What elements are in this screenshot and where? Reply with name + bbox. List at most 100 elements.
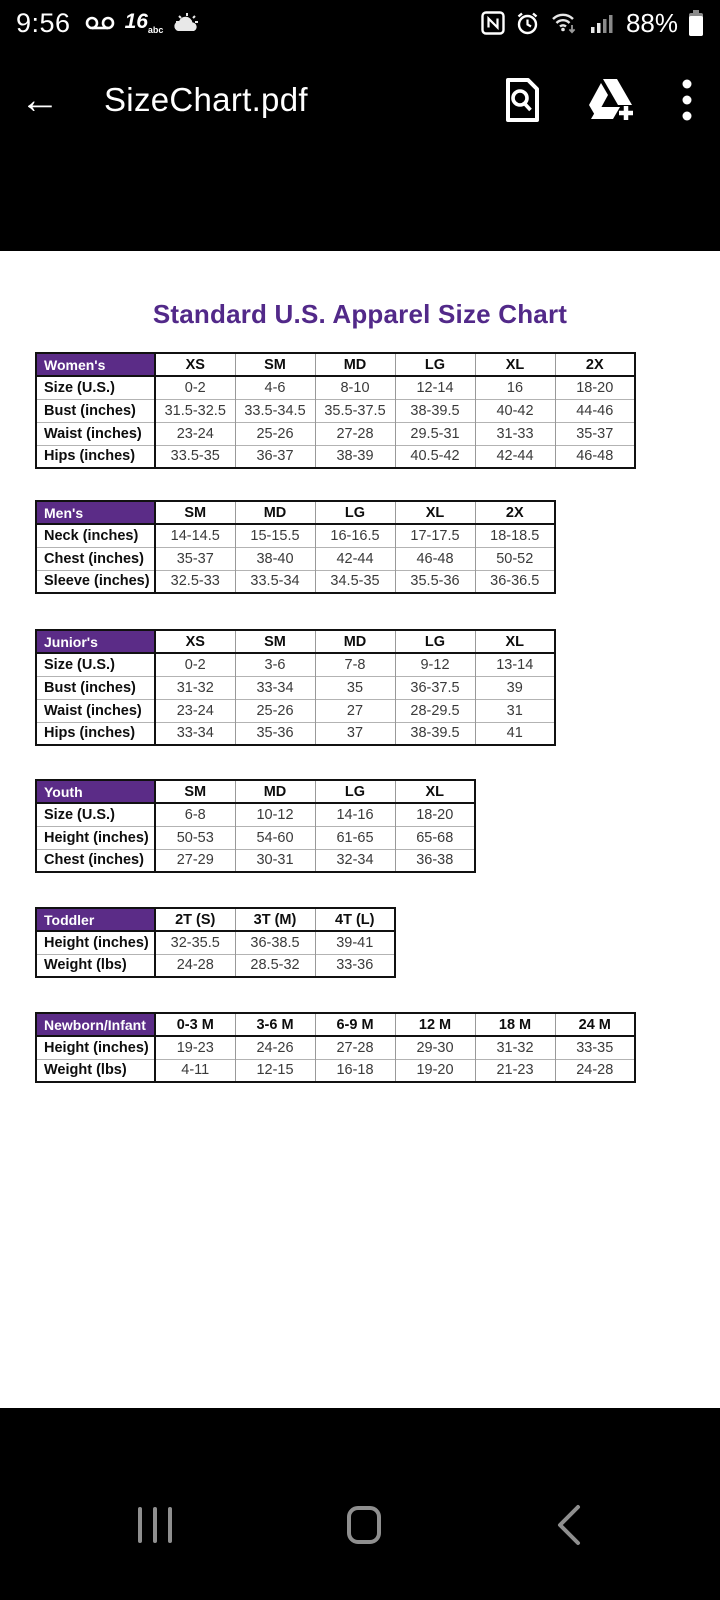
table-cell: 31-32: [474, 1035, 555, 1059]
table-cell: 28.5-32: [234, 953, 315, 977]
table-cell: 42-44: [474, 444, 555, 468]
column-header: SM: [154, 501, 235, 525]
table-cell: 32.5-33: [154, 569, 235, 593]
table-cell: 61-65: [314, 825, 395, 849]
table-row: Weight (lbs) 24-28 28.5-32 33-36: [36, 953, 395, 977]
table-cell: 38-39.5: [394, 721, 475, 745]
column-header: XS: [154, 353, 235, 377]
nfc-icon: [481, 11, 505, 35]
column-header: MD: [314, 353, 395, 377]
alarm-icon: [515, 11, 540, 36]
column-header: XL: [394, 780, 475, 804]
table-row: Neck (inches) 14-14.5 15-15.5 16-16.5 17-17.…: [36, 523, 555, 547]
table-cell: 8-10: [314, 375, 395, 399]
pdf-page[interactable]: Standard U.S. Apparel Size Chart Women's…: [0, 251, 720, 1408]
table-cell: 35: [314, 675, 395, 699]
table-cell: 38-40: [234, 546, 315, 570]
table-row: Bust (inches) 31-32 33-34 35 36-37.5 39: [36, 675, 555, 699]
table-cell: 31: [474, 698, 555, 722]
size-table: Junior's XS SM MD LG XL Size (U.S.) 0-2 3-6 7-8 9-…: [35, 629, 556, 746]
table-cell: 65-68: [394, 825, 475, 849]
table-row: Hips (inches) 33.5-35 36-37 38-39 40.5-42 42-…: [36, 444, 635, 468]
row-label: Hips (inches): [36, 721, 155, 745]
table-cell: 9-12: [394, 652, 475, 676]
table-cell: 23-24: [154, 421, 235, 445]
battery-icon: [688, 9, 704, 37]
table-cell: 29-30: [394, 1035, 475, 1059]
table-row: Waist (inches) 23-24 25-26 27-28 29.5-31 31-3…: [36, 421, 635, 445]
document-title: SizeChart.pdf: [104, 81, 308, 118]
row-label: Weight (lbs): [36, 1058, 155, 1082]
table-cell: 39-41: [314, 930, 395, 954]
nav-back-icon[interactable]: [556, 1504, 582, 1546]
row-label: Height (inches): [36, 930, 155, 954]
row-label: Hips (inches): [36, 444, 155, 468]
column-header: 6-9 M: [314, 1013, 395, 1037]
column-header: LG: [394, 353, 475, 377]
table-cell: 42-44: [314, 546, 395, 570]
table-cell: 38-39: [314, 444, 395, 468]
channel-16-notification-icon: 16abc: [124, 10, 164, 36]
row-label: Size (U.S.): [36, 652, 155, 676]
row-label: Size (U.S.): [36, 802, 155, 826]
table-cell: 0-2: [154, 375, 235, 399]
table-cell: 30-31: [234, 848, 315, 872]
table-row: Weight (lbs) 4-11 12-15 16-18 19-20 21-23 24-2…: [36, 1058, 635, 1082]
search-in-document-icon[interactable]: [502, 77, 542, 123]
table-cell: 19-23: [154, 1035, 235, 1059]
table-cell: 35.5-36: [394, 569, 475, 593]
column-header: MD: [234, 501, 315, 525]
table-cell: 33-36: [314, 953, 395, 977]
row-label: Neck (inches): [36, 523, 155, 547]
table-cell: 35-37: [554, 421, 635, 445]
table-cell: 40.5-42: [394, 444, 475, 468]
table-cell: 6-8: [154, 802, 235, 826]
column-header: LG: [394, 630, 475, 654]
table-cell: 36-38: [394, 848, 475, 872]
column-header: MD: [234, 780, 315, 804]
table-cell: 33.5-34.5: [234, 398, 315, 422]
wifi-icon: [550, 11, 580, 35]
table-category-header: Toddler: [36, 908, 155, 932]
table-cell: 3-6: [234, 652, 315, 676]
table-cell: 23-24: [154, 698, 235, 722]
table-cell: 46-48: [554, 444, 635, 468]
table-cell: 12-15: [234, 1058, 315, 1082]
table-cell: 18-20: [554, 375, 635, 399]
column-header: XL: [474, 353, 555, 377]
table-cell: 33-35: [554, 1035, 635, 1059]
table-cell: 36-36.5: [474, 569, 555, 593]
table-cell: 4-11: [154, 1058, 235, 1082]
table-row: Height (inches) 32-35.5 36-38.5 39-41: [36, 930, 395, 954]
row-label: Bust (inches): [36, 398, 155, 422]
table-cell: 35.5-37.5: [314, 398, 395, 422]
size-table: Women's XS SM MD LG XL 2X Size (U.S.) 0-2 4-6 8-10…: [35, 352, 636, 469]
back-arrow-icon[interactable]: ←: [20, 78, 60, 122]
recents-icon[interactable]: [138, 1507, 172, 1543]
column-header: 18 M: [474, 1013, 555, 1037]
add-to-drive-icon[interactable]: [586, 77, 638, 123]
table-row: Sleeve (inches) 32.5-33 33.5-34 34.5-35 35.5…: [36, 569, 555, 593]
table-cell: 32-35.5: [154, 930, 235, 954]
table-row: Size (U.S.) 0-2 3-6 7-8 9-12 13-14: [36, 652, 555, 676]
table-cell: 35-36: [234, 721, 315, 745]
row-label: Waist (inches): [36, 698, 155, 722]
table-cell: 44-46: [554, 398, 635, 422]
table-row: Bust (inches) 31.5-32.5 33.5-34.5 35.5-37.5…: [36, 398, 635, 422]
table-cell: 54-60: [234, 825, 315, 849]
row-label: Height (inches): [36, 825, 155, 849]
table-cell: 14-14.5: [154, 523, 235, 547]
table-row: Chest (inches) 35-37 38-40 42-44 46-48 50-52: [36, 546, 555, 570]
table-category-header: Junior's: [36, 630, 155, 654]
table-cell: 19-20: [394, 1058, 475, 1082]
table-cell: 14-16: [314, 802, 395, 826]
status-bar: 9:56 16abc: [0, 0, 720, 46]
home-icon[interactable]: [347, 1506, 381, 1544]
size-table: Men's SM MD LG XL 2X Neck (inches) 14-14.5 15-15…: [35, 500, 556, 594]
column-header: SM: [154, 780, 235, 804]
table-cell: 31-32: [154, 675, 235, 699]
overflow-menu-icon[interactable]: [682, 78, 692, 122]
table-cell: 33.5-34: [234, 569, 315, 593]
table-row: Height (inches) 19-23 24-26 27-28 29-30 31-32…: [36, 1035, 635, 1059]
row-label: Chest (inches): [36, 848, 155, 872]
